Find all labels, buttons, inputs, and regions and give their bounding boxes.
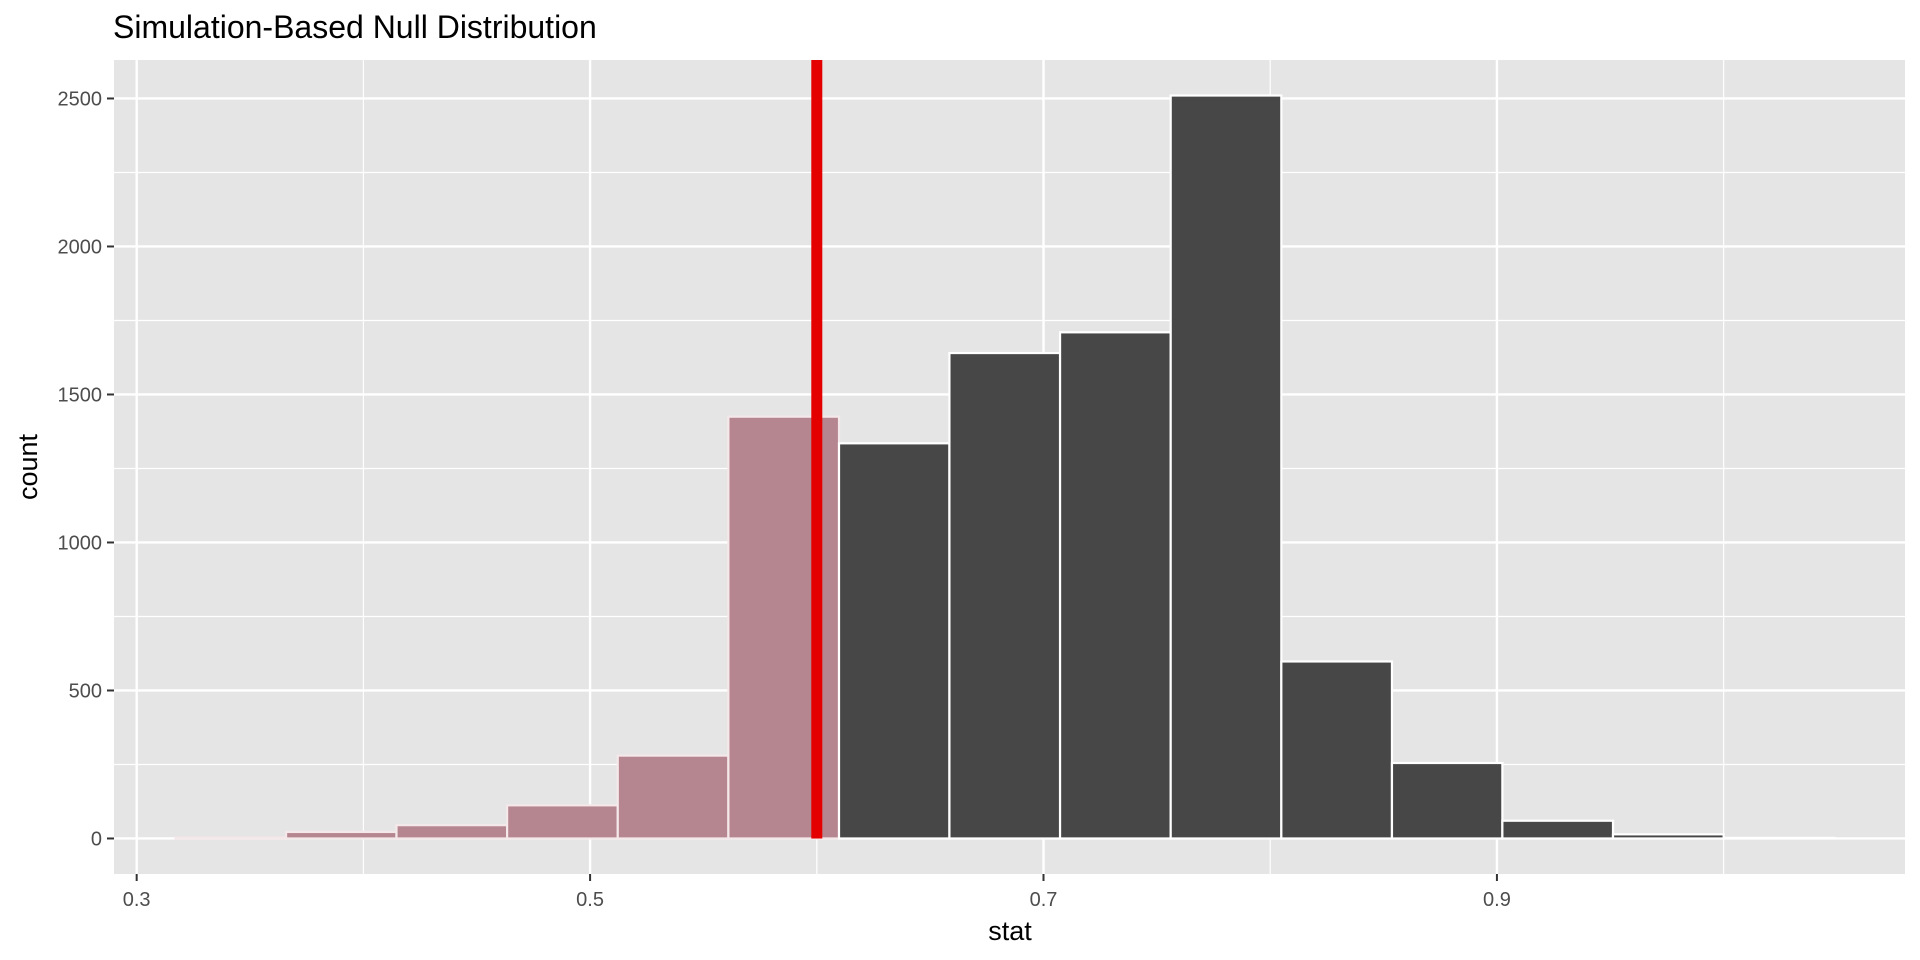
histogram-bar: [1501, 819, 1615, 840]
histogram-bar: [1280, 660, 1394, 840]
histogram-bar: [1390, 761, 1504, 840]
y-tick-label: 0: [91, 828, 102, 850]
y-tick-label: 2500: [58, 88, 103, 110]
y-tick-label: 1000: [58, 532, 103, 554]
histogram-bar: [1058, 331, 1172, 840]
y-axis: 0 500 1000 1500 2000 2500: [58, 88, 114, 850]
histogram-bar: [837, 442, 951, 840]
x-tick-label: 0.9: [1483, 889, 1511, 911]
chart-title: Simulation-Based Null Distribution: [113, 9, 597, 45]
histogram-bar-shaded: [284, 830, 398, 840]
histogram-bar: [948, 351, 1062, 840]
histogram-bar: [1722, 836, 1836, 840]
histogram-bar-shaded: [395, 824, 509, 840]
x-tick-label: 0.5: [576, 889, 604, 911]
x-axis: 0.3 0.5 0.7 0.9: [123, 874, 1511, 911]
y-tick-label: 500: [69, 680, 102, 702]
x-tick-label: 0.7: [1030, 889, 1058, 911]
y-tick-label: 2000: [58, 236, 103, 258]
histogram-bar: [1169, 94, 1283, 840]
histogram-bar-shaded: [616, 754, 730, 840]
histogram-bar-shaded: [174, 836, 288, 840]
y-axis-title: count: [13, 433, 43, 500]
x-tick-label: 0.3: [123, 889, 151, 911]
histogram-bars: [174, 94, 1836, 840]
histogram-bar: [1611, 833, 1725, 840]
histogram-bar-shaded: [727, 415, 841, 840]
x-axis-title: stat: [988, 916, 1032, 946]
y-tick-label: 1500: [58, 384, 103, 406]
histogram-bar-shaded: [506, 804, 619, 840]
